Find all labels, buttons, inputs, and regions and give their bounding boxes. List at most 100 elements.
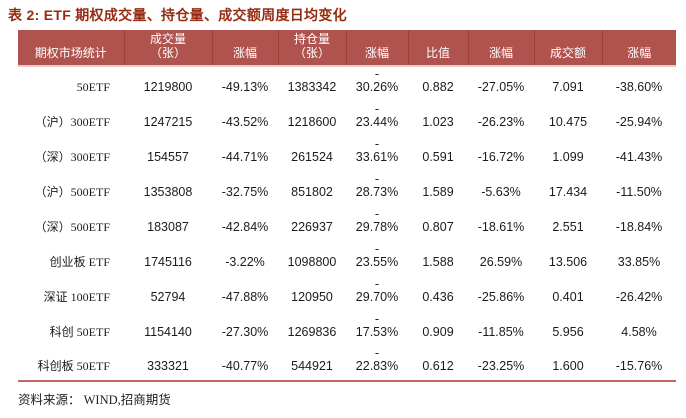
table-cell: -43.52% — [221, 115, 269, 129]
table-cell: 10.475 — [548, 115, 588, 129]
table-cell: 33.85% — [617, 255, 661, 269]
column-header-volume-change: 涨幅 — [211, 30, 278, 67]
table-cell: -11.85% — [478, 325, 524, 339]
table-cell: - 29.78% — [355, 207, 399, 234]
table-cell: - 23.44% — [355, 102, 399, 129]
table-cell: -18.84% — [615, 220, 663, 234]
table-cell: - 17.53% — [355, 312, 399, 339]
table-cell: 333321 — [147, 359, 189, 373]
table-cell: 1154140 — [144, 325, 192, 339]
table-cell: -40.77% — [221, 359, 269, 373]
table-cell: - 33.61% — [355, 137, 399, 164]
table-cell: 0.436 — [422, 290, 454, 304]
table-cell: -27.30% — [221, 325, 269, 339]
table-cell: 1353808 — [143, 185, 193, 199]
table-cell: 0.909 — [422, 325, 454, 339]
table-cell: 1218600 — [287, 115, 337, 129]
table-cell: 183087 — [147, 220, 189, 234]
table-body: 50ETF 1219800 -49.13% 1383342 - 30.26% 0… — [18, 66, 676, 381]
table-cell: 1.589 — [422, 185, 454, 199]
table-cell: -44.71% — [221, 150, 269, 164]
column-header-volume: 成交量 （张） — [123, 30, 212, 67]
row-label: （深）300ETF — [34, 150, 110, 164]
table-cell: 2.551 — [552, 220, 584, 234]
table-cell: 261524 — [291, 150, 333, 164]
row-label: 深证 100ETF — [43, 290, 110, 304]
etf-options-table: 期权市场统计 成交量 （张） 涨幅 持仓量 （张） 涨幅 比值 涨幅 成交额 涨… — [18, 30, 676, 382]
column-header-turnover-change: 涨幅 — [601, 30, 676, 67]
table-cell: -3.22% — [225, 255, 265, 269]
table-cell: 1383342 — [287, 80, 337, 94]
table-cell: 1247215 — [143, 115, 193, 129]
table-header: 期权市场统计 成交量 （张） 涨幅 持仓量 （张） 涨幅 比值 涨幅 成交额 涨… — [18, 30, 676, 67]
table-cell: 1098800 — [287, 255, 337, 269]
table-cell: 17.434 — [548, 185, 588, 199]
column-header-ratio-change: 涨幅 — [467, 30, 534, 67]
row-label: 创业板 ETF — [49, 255, 110, 269]
table-cell: 226937 — [291, 220, 333, 234]
table-cell: 0.807 — [422, 220, 454, 234]
table-cell: 120950 — [291, 290, 333, 304]
table-cell: 544921 — [291, 359, 333, 373]
table-cell: - 22.83% — [355, 346, 399, 373]
table-cell: -27.05% — [477, 80, 525, 94]
table-cell: -15.76% — [615, 359, 663, 373]
table-cell: -25.86% — [477, 290, 525, 304]
table-cell: 0.401 — [552, 290, 584, 304]
table-cell: -38.60% — [615, 80, 663, 94]
column-header-ratio: 比值 — [407, 30, 468, 67]
table-cell: 1.588 — [422, 255, 454, 269]
table-cell: 7.091 — [552, 80, 584, 94]
table-cell: -25.94% — [615, 115, 663, 129]
table-cell: 1269836 — [287, 325, 337, 339]
table-cell: 0.612 — [422, 359, 454, 373]
table-row: 50ETF 1219800 -49.13% 1383342 - 30.26% 0… — [18, 66, 676, 101]
table-cell: -47.88% — [221, 290, 269, 304]
table-cell: -23.25% — [477, 359, 525, 373]
table-cell: 154557 — [147, 150, 189, 164]
table-cell: 1.600 — [552, 359, 584, 373]
table-cell: -18.61% — [477, 220, 525, 234]
table-cell: 1.023 — [422, 115, 454, 129]
table-cell: -41.43% — [615, 150, 663, 164]
column-header-open-interest: 持仓量 （张） — [277, 30, 346, 67]
source-note: 资料来源： WIND,招商期货 — [18, 393, 171, 407]
table-cell: -32.75% — [221, 185, 269, 199]
table-cell: 851802 — [291, 185, 333, 199]
table-cell: - 30.26% — [355, 67, 399, 94]
table-cell: 5.956 — [552, 325, 584, 339]
table-cell: 1.099 — [552, 150, 584, 164]
table-cell: 26.59% — [479, 255, 523, 269]
table-cell: 0.591 — [422, 150, 454, 164]
row-label: 科创 50ETF — [49, 325, 110, 339]
table-cell: 0.882 — [422, 80, 454, 94]
row-label: （沪）500ETF — [34, 185, 110, 199]
row-label: （沪）300ETF — [34, 115, 110, 129]
table-row: （沪）300ETF 1247215 -43.52% 1218600 - 23.4… — [18, 101, 676, 136]
table-row: 深证 100ETF 52794 -47.88% 120950 - 29.70% … — [18, 276, 676, 311]
table-cell: 4.58% — [621, 325, 657, 339]
row-label: 科创板 50ETF — [37, 359, 110, 373]
table-cell: 52794 — [150, 290, 186, 304]
column-header-market: 期权市场统计 — [18, 30, 124, 67]
table-cell: 1745116 — [144, 255, 192, 269]
table-row: （深）500ETF 183087 -42.84% 226937 - 29.78%… — [18, 206, 676, 241]
table-title: 表 2: ETF 期权成交量、持仓量、成交额周度日均变化 — [8, 7, 347, 23]
table-row: （沪）500ETF 1353808 -32.75% 851802 - 28.73… — [18, 171, 676, 206]
table-cell: -26.23% — [477, 115, 525, 129]
table-cell: - 23.55% — [355, 242, 399, 269]
table-cell: - 28.73% — [355, 172, 399, 199]
table-cell: -42.84% — [221, 220, 269, 234]
row-label: 50ETF — [76, 80, 110, 94]
table-row: 科创 50ETF 1154140 -27.30% 1269836 - 17.53… — [18, 311, 676, 346]
header-row: 期权市场统计 成交量 （张） 涨幅 持仓量 （张） 涨幅 比值 涨幅 成交额 涨… — [18, 30, 676, 67]
column-header-oi-change: 涨幅 — [345, 30, 408, 67]
table-cell: -11.50% — [616, 185, 662, 199]
report-table-section: 表 2: ETF 期权成交量、持仓量、成交额周度日均变化 期权市场统计 成交量 … — [8, 7, 676, 407]
table-cell: -16.72% — [477, 150, 525, 164]
table-cell: -26.42% — [615, 290, 663, 304]
table-row: 科创板 50ETF 333321 -40.77% 544921 - 22.83%… — [18, 346, 676, 381]
row-label: （深）500ETF — [34, 220, 110, 234]
table-row: 创业板 ETF 1745116 -3.22% 1098800 - 23.55% … — [18, 241, 676, 276]
table-row: （深）300ETF 154557 -44.71% 261524 - 33.61%… — [18, 136, 676, 171]
